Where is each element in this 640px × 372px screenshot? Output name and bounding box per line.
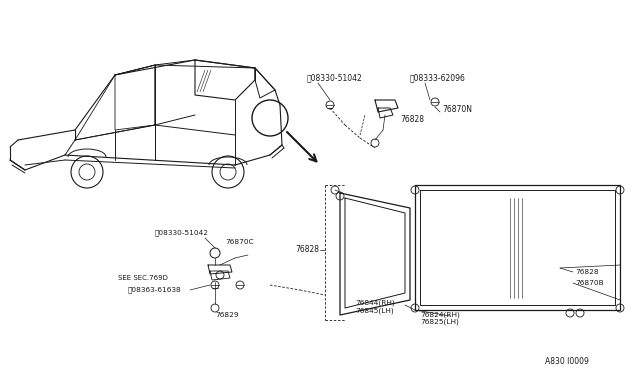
Text: 76870C: 76870C <box>225 239 253 245</box>
Text: 76828: 76828 <box>295 246 319 254</box>
Text: Ⓢ08330-51042: Ⓢ08330-51042 <box>307 74 363 83</box>
Text: 76828: 76828 <box>575 269 598 275</box>
Text: 76844(RH)
76845(LH): 76844(RH) 76845(LH) <box>355 300 395 314</box>
Text: A830 I0009: A830 I0009 <box>545 357 589 366</box>
Text: 76824(RH)
76825(LH): 76824(RH) 76825(LH) <box>420 311 460 325</box>
Text: 76870B: 76870B <box>575 280 604 286</box>
Text: 76829: 76829 <box>215 312 239 318</box>
Text: 76870N: 76870N <box>442 106 472 115</box>
Text: SEE SEC.769D: SEE SEC.769D <box>118 275 168 281</box>
Text: 76828: 76828 <box>400 115 424 125</box>
Text: Ⓢ08363-61638: Ⓢ08363-61638 <box>128 287 182 293</box>
Text: Ⓢ08330-51042: Ⓢ08330-51042 <box>155 230 209 236</box>
Text: Ⓢ08333-62096: Ⓢ08333-62096 <box>410 74 466 83</box>
